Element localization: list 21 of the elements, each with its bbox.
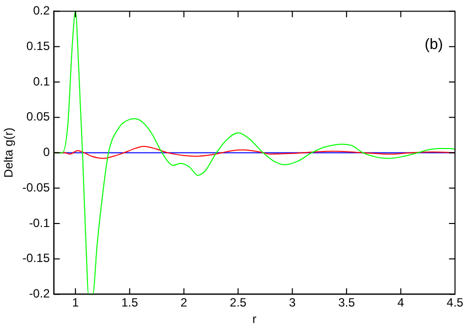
y-tick-label: 0.05: [26, 110, 50, 124]
x-tick-label: 2: [180, 296, 188, 310]
y-tick-label: -0.2: [29, 286, 50, 301]
y-tick-label: 0.15: [26, 38, 50, 53]
y-axis-title: Delta g(r): [2, 128, 16, 178]
x-tick-label: 1: [72, 296, 80, 310]
y-tick-label: 0: [43, 145, 50, 160]
line-series: [53, 10, 456, 295]
x-tick-label: 3: [288, 296, 296, 310]
x-tick-label: 1.5: [121, 296, 138, 310]
y-tick-label: 0.1: [33, 74, 50, 88]
x-axis-title: r: [252, 312, 256, 326]
x-tick-label: 3.5: [338, 296, 356, 310]
x-tick-label: 2.5: [230, 296, 247, 310]
y-tick-label: -0.05: [22, 180, 50, 194]
x-tick-label: 4: [397, 296, 404, 310]
annotation: (b): [424, 36, 443, 53]
y-tick-label: 0.2: [33, 4, 50, 18]
x-tick-label: 4.5: [446, 296, 464, 310]
y-tick-label: -0.1: [29, 216, 50, 230]
y-tick-label: -0.15: [22, 251, 50, 266]
